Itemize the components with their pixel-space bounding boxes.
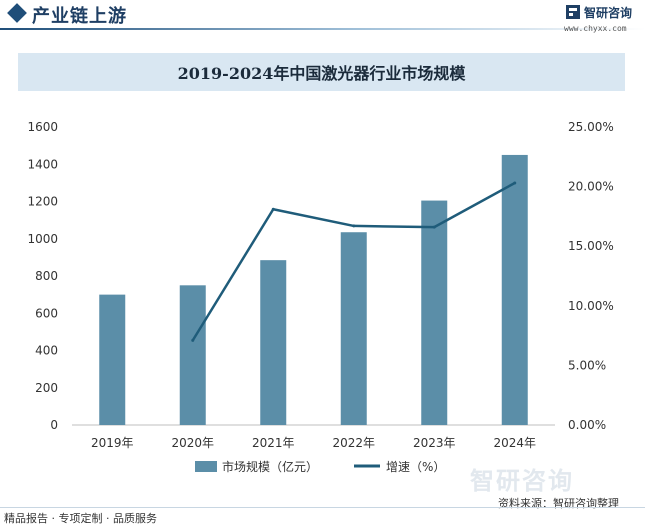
y-right-tick-label: 15.00% (568, 239, 614, 253)
y-left-tick-label: 1200 (27, 195, 58, 209)
brand-url: www.chyxx.com (564, 24, 627, 33)
y-right-tick-label: 0.00% (568, 418, 606, 432)
growth-point (271, 207, 275, 211)
y-right-tick-label: 10.00% (568, 299, 614, 313)
y-left-tick-label: 200 (35, 381, 58, 395)
footer-slogan: 精品报告 · 专项定制 · 品质服务 (4, 512, 157, 525)
x-tick-label: 2023年 (413, 436, 456, 450)
brand-logo-icon (566, 5, 580, 19)
section-title: 产业链上游 (32, 6, 127, 27)
growth-point (513, 181, 517, 185)
x-tick-label: 2019年 (91, 436, 134, 450)
x-tick-label: 2021年 (252, 436, 295, 450)
bar-2021年 (260, 260, 287, 425)
x-tick-label: 2022年 (332, 436, 375, 450)
y-left-tick-label: 800 (35, 269, 58, 283)
y-left-tick-label: 1600 (27, 120, 58, 134)
y-right-tick-label: 25.00% (568, 120, 614, 134)
legend-swatch-bar (195, 461, 217, 472)
x-tick-label: 2024年 (493, 436, 536, 450)
header-divider (0, 28, 645, 30)
y-left-tick-label: 400 (35, 344, 58, 358)
y-left-tick-label: 1000 (27, 232, 58, 246)
source-note: 资料来源：智研咨询整理 (498, 497, 619, 510)
y-left-tick-label: 1400 (27, 157, 58, 171)
y-right-tick-label: 20.00% (568, 180, 614, 194)
y-left-tick-label: 0 (50, 418, 58, 432)
y-right-tick-label: 5.00% (568, 358, 606, 372)
growth-point (432, 225, 436, 229)
legend-label-bar: 市场规模（亿元） (222, 459, 318, 474)
footer-divider (0, 507, 645, 508)
y-left-tick-label: 600 (35, 306, 58, 320)
chart-title-box: 2019-2024年中国激光器行业市场规模 (18, 53, 625, 91)
bar-2019年 (99, 294, 126, 425)
growth-point (352, 224, 356, 228)
header-bar: 产业链上游 智研咨询 www.chyxx.com (0, 0, 645, 33)
bar-2020年 (179, 285, 206, 425)
bar-2023年 (421, 200, 448, 425)
brand-name: 智研咨询 (584, 6, 633, 20)
x-tick-label: 2020年 (171, 436, 214, 450)
chart-title: 2019-2024年中国激光器行业市场规模 (177, 64, 466, 83)
legend-label-line: 增速（%） (386, 460, 445, 474)
footer-watermark: 智研咨询 (470, 467, 574, 495)
bar-2024年 (501, 154, 528, 425)
bar-2022年 (340, 232, 367, 425)
growth-point (191, 338, 195, 342)
